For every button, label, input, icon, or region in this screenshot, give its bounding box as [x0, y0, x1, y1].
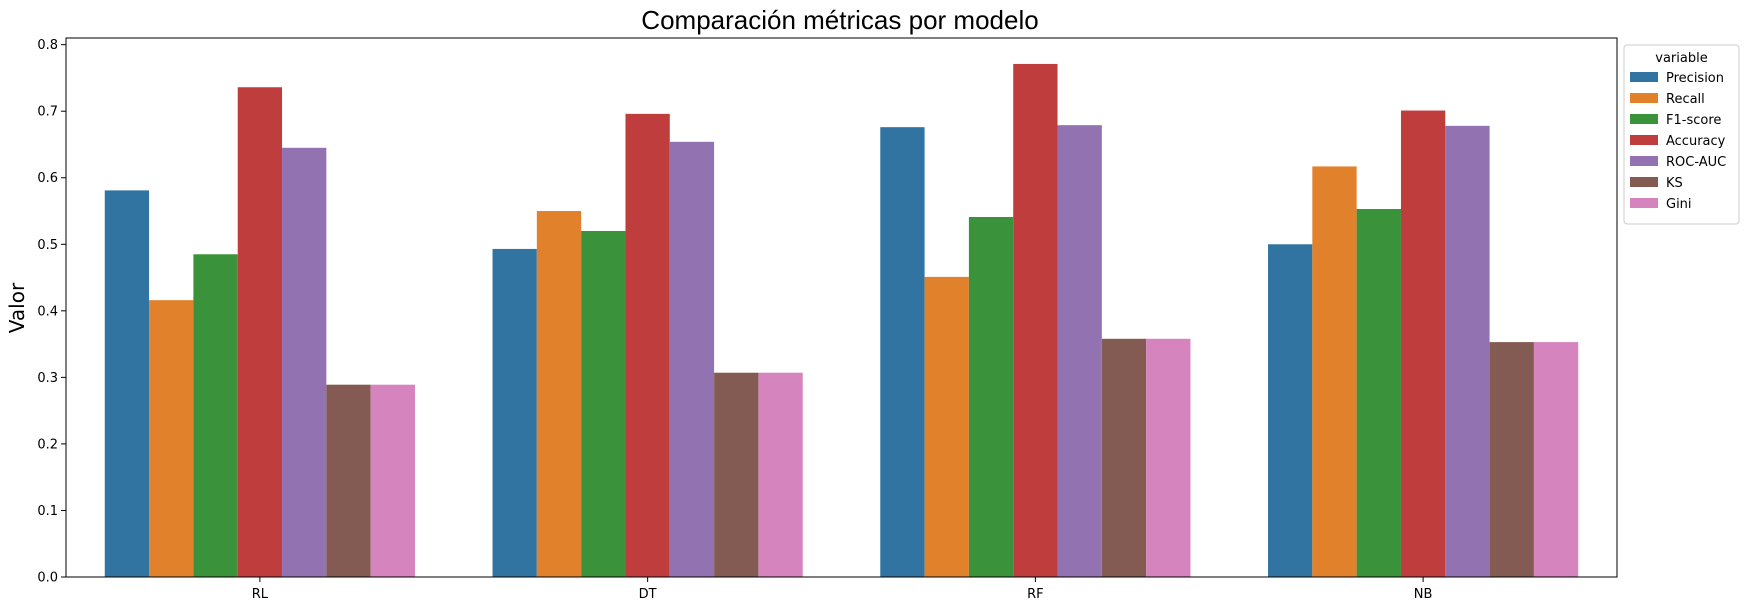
bar-nb-ks	[1489, 342, 1534, 577]
bar-rf-f1-score	[968, 217, 1014, 577]
bar-nb-gini	[1533, 342, 1579, 577]
legend-swatch	[1630, 114, 1658, 124]
y-tick-label: 0.1	[37, 504, 58, 519]
legend: variable Precision Recall F1-score Accuracy R…	[1623, 44, 1740, 225]
legend-label: Recall	[1666, 92, 1705, 107]
bar-dt-f1-score	[581, 230, 626, 578]
x-tick-label: RL	[252, 587, 269, 602]
legend-swatch	[1630, 93, 1658, 103]
axes-layer: 0.0 0.1 0.2 0.3 0.4 0.5 0.6 0.7 0.8 RL DT RF NB	[37, 37, 1618, 602]
bar-rl-f1-score	[193, 254, 238, 577]
bar-rf-precision	[880, 127, 925, 578]
bar-rf-accuracy	[1013, 63, 1058, 577]
legend-label: F1-score	[1666, 113, 1721, 128]
bar-rl-ks	[326, 384, 371, 577]
plot-frame	[65, 37, 1618, 578]
x-tick-label: DT	[639, 587, 657, 602]
y-tick-label: 0.5	[37, 238, 58, 253]
legend-swatch	[1630, 72, 1658, 82]
x-tick-label: NB	[1414, 587, 1433, 602]
chart-title: Comparación métricas por modelo	[641, 5, 1038, 35]
bar-nb-f1-score	[1356, 209, 1401, 577]
bar-dt-ks	[714, 372, 759, 577]
bar-dt-gini	[758, 372, 803, 577]
bar-rl-gini	[370, 384, 415, 577]
y-tick-label: 0.2	[37, 437, 58, 452]
bar-rf-roc-auc	[1057, 125, 1102, 578]
bar-rf-recall	[924, 276, 969, 577]
bars-layer	[104, 63, 1579, 578]
bar-nb-roc-auc	[1445, 125, 1490, 577]
y-tick-label: 0.7	[37, 105, 58, 120]
legend-label: Gini	[1666, 197, 1692, 212]
bar-nb-precision	[1268, 244, 1313, 577]
y-tick-label: 0.6	[37, 171, 58, 186]
bar-nb-recall	[1312, 166, 1357, 577]
x-tick-label: RF	[1027, 587, 1044, 602]
bar-dt-precision	[492, 248, 537, 577]
legend-title: variable	[1655, 51, 1707, 66]
legend-label: ROC-AUC	[1666, 155, 1726, 170]
bar-rl-precision	[104, 190, 150, 577]
legend-label: Accuracy	[1666, 134, 1726, 149]
legend-label: KS	[1666, 176, 1683, 191]
y-axis-title: Valor	[5, 282, 29, 333]
legend-swatch	[1630, 135, 1658, 145]
bar-rf-gini	[1146, 338, 1191, 577]
bar-nb-accuracy	[1400, 110, 1446, 577]
bar-dt-recall	[536, 211, 582, 577]
y-tick-label: 0.4	[37, 304, 58, 319]
bar-dt-roc-auc	[669, 141, 715, 577]
bar-dt-accuracy	[625, 113, 670, 578]
bar-rl-accuracy	[237, 87, 283, 578]
legend-swatch	[1630, 177, 1658, 187]
legend-swatch	[1630, 156, 1658, 166]
y-tick-label: 0.8	[37, 38, 58, 53]
legend-label: Precision	[1666, 71, 1724, 86]
bar-rl-roc-auc	[282, 147, 327, 578]
y-tick-label: 0.0	[37, 571, 58, 586]
bar-rf-ks	[1101, 338, 1147, 577]
bar-rl-recall	[149, 300, 194, 577]
y-tick-label: 0.3	[37, 371, 58, 386]
legend-swatch	[1630, 198, 1658, 208]
